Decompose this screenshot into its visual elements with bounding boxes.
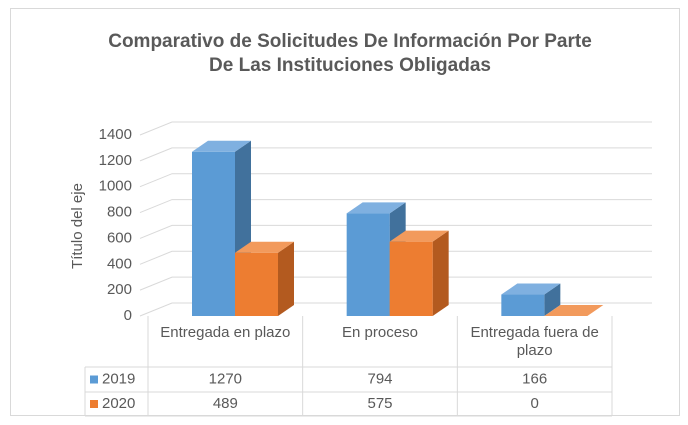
y-tick-label: 1400 xyxy=(99,126,132,143)
bar-top xyxy=(501,283,561,295)
legend-swatch xyxy=(90,400,98,408)
category-cell: En proceso xyxy=(342,324,418,341)
bar-side xyxy=(544,283,561,316)
grid-line xyxy=(139,224,652,239)
grid-line xyxy=(139,276,652,291)
grid-line xyxy=(139,199,652,214)
table-value: 166 xyxy=(522,370,547,387)
y-tick-label: 800 xyxy=(107,204,132,221)
legend-label: 2019 xyxy=(102,370,135,387)
x-tick-label: Entregada en plazo xyxy=(160,324,291,341)
table-value: 794 xyxy=(367,370,392,387)
bar xyxy=(501,294,545,316)
bar-top xyxy=(235,241,294,253)
bar xyxy=(192,151,235,316)
category-cell: Entregada fuera de plazo xyxy=(470,324,599,359)
grid-line xyxy=(139,250,652,265)
y-tick-label: 0 xyxy=(124,307,132,324)
legend-swatch xyxy=(90,375,98,384)
grid-line xyxy=(139,173,652,188)
y-tick-label: 1200 xyxy=(99,152,132,169)
bar-side xyxy=(432,230,449,316)
table-value: 0 xyxy=(530,395,538,412)
bar-top xyxy=(544,305,604,316)
grid-line xyxy=(139,147,652,162)
table-value: 489 xyxy=(213,395,238,412)
bar-top xyxy=(192,140,251,152)
y-tick-label: 200 xyxy=(107,281,132,298)
bar-side xyxy=(278,241,294,316)
y-tick-label: 400 xyxy=(107,255,132,272)
x-tick-label: En proceso xyxy=(342,324,418,341)
grid-line xyxy=(139,121,652,136)
legend-label: 2020 xyxy=(102,395,135,412)
bar xyxy=(389,241,433,316)
bar-top xyxy=(346,202,406,214)
bar xyxy=(346,213,390,316)
chart-title: Comparativo de Solicitudes De Informació… xyxy=(108,31,592,76)
y-tick-label: 600 xyxy=(107,229,132,246)
category-cell: Entregada en plazo xyxy=(160,324,291,341)
table-value: 1270 xyxy=(209,370,242,387)
y-axis-label: Título del eje xyxy=(69,183,86,269)
table-value: 575 xyxy=(367,395,392,412)
x-tick-label: Entregada fuera de plazo xyxy=(470,324,599,359)
grid-line xyxy=(139,302,652,317)
y-tick-label: 1000 xyxy=(99,178,132,195)
bar-top xyxy=(389,230,449,242)
bar xyxy=(235,252,278,316)
